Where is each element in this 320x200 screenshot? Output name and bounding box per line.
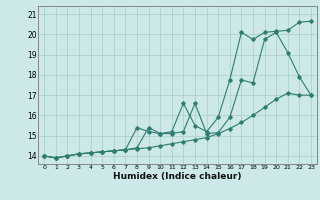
X-axis label: Humidex (Indice chaleur): Humidex (Indice chaleur) (113, 172, 242, 181)
